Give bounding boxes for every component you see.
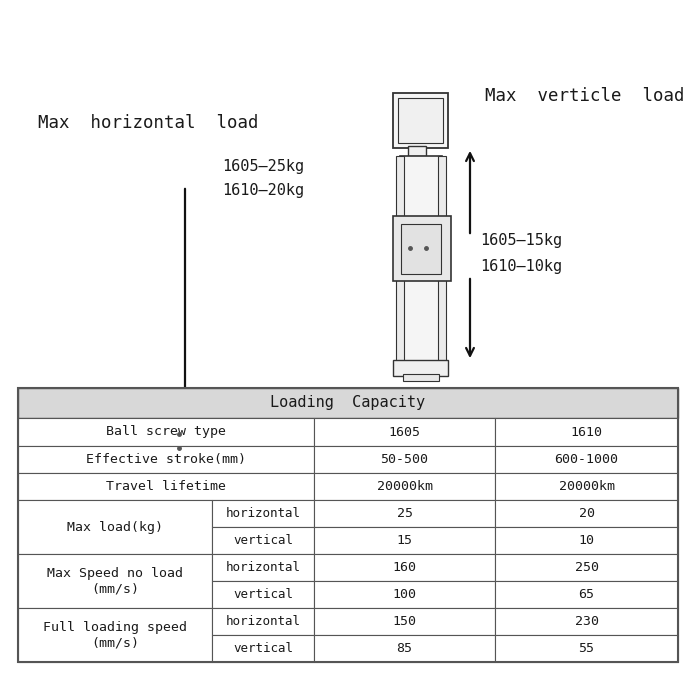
Bar — [94, 421, 304, 461]
Text: 1605—25kg: 1605—25kg — [222, 159, 304, 173]
Bar — [495, 473, 678, 500]
Bar — [74, 434, 88, 452]
Text: 100: 100 — [393, 588, 416, 601]
Bar — [495, 527, 678, 554]
Text: 25: 25 — [397, 507, 413, 520]
Text: 1605—15kg: 1605—15kg — [480, 233, 562, 248]
Text: 1605: 1605 — [388, 425, 420, 438]
Text: 20: 20 — [578, 507, 594, 520]
Text: horizontal: horizontal — [226, 561, 301, 574]
Bar — [400, 156, 442, 361]
Bar — [314, 500, 495, 527]
Bar — [212, 581, 314, 608]
Text: horizontal: horizontal — [226, 615, 301, 628]
Text: Full loading speed
(mm/s): Full loading speed (mm/s) — [43, 621, 187, 649]
Text: 15: 15 — [397, 534, 413, 547]
Bar — [155, 422, 203, 460]
Bar — [18, 554, 212, 608]
Bar — [18, 500, 212, 554]
Bar — [495, 554, 678, 581]
Bar — [314, 608, 495, 635]
Bar — [401, 224, 441, 274]
Text: vertical: vertical — [233, 534, 293, 547]
Text: Ball screw type: Ball screw type — [106, 425, 226, 438]
Text: Loading  Capacity: Loading Capacity — [271, 395, 425, 411]
Text: 65: 65 — [578, 588, 594, 601]
Text: Travel lifetime: Travel lifetime — [106, 480, 226, 493]
Text: Max Speed no load
(mm/s): Max Speed no load (mm/s) — [47, 567, 183, 596]
Text: 250: 250 — [574, 561, 599, 574]
Text: 150: 150 — [393, 615, 416, 628]
Bar — [438, 156, 446, 361]
Text: 85: 85 — [397, 642, 413, 655]
Text: Max  horizontal  load: Max horizontal load — [38, 114, 258, 132]
Bar — [314, 554, 495, 581]
Bar — [495, 581, 678, 608]
Bar — [148, 415, 210, 467]
Bar — [495, 635, 678, 662]
Bar — [393, 93, 448, 148]
Bar — [212, 500, 314, 527]
Bar — [212, 635, 314, 662]
Text: 20000km: 20000km — [558, 480, 615, 493]
Text: 1610: 1610 — [571, 425, 603, 438]
Bar — [393, 360, 448, 376]
Text: vertical: vertical — [233, 642, 293, 655]
Bar — [94, 418, 304, 423]
Text: 1610—10kg: 1610—10kg — [480, 258, 562, 274]
Bar — [314, 581, 495, 608]
Text: 50-500: 50-500 — [381, 453, 429, 466]
Bar — [314, 527, 495, 554]
Bar — [212, 527, 314, 554]
Text: Max  verticle  load: Max verticle load — [485, 87, 685, 105]
Bar — [22, 463, 326, 471]
Text: 1610—20kg: 1610—20kg — [222, 184, 304, 198]
Bar — [22, 416, 74, 468]
Bar — [398, 98, 443, 143]
Bar — [88, 437, 94, 449]
Bar — [396, 156, 404, 361]
Bar — [18, 388, 678, 662]
Text: 600-1000: 600-1000 — [555, 453, 619, 466]
Bar — [393, 216, 451, 281]
Bar — [304, 430, 326, 456]
Bar — [212, 554, 314, 581]
Bar — [314, 635, 495, 662]
Text: 55: 55 — [578, 642, 594, 655]
Bar — [314, 473, 495, 500]
Text: 20000km: 20000km — [377, 480, 432, 493]
Bar — [18, 608, 212, 662]
Bar — [18, 388, 678, 418]
Bar — [408, 146, 426, 156]
Text: horizontal: horizontal — [226, 507, 301, 520]
Bar — [314, 446, 495, 473]
Text: 160: 160 — [393, 561, 416, 574]
Bar — [18, 418, 314, 446]
Bar — [212, 608, 314, 635]
Bar — [314, 418, 495, 446]
Text: Max load(kg): Max load(kg) — [67, 521, 163, 534]
Bar — [495, 608, 678, 635]
Bar — [495, 418, 678, 446]
Text: vertical: vertical — [233, 588, 293, 601]
Text: 230: 230 — [574, 615, 599, 628]
Bar — [18, 446, 314, 473]
Bar — [495, 500, 678, 527]
Text: 10: 10 — [578, 534, 594, 547]
Bar — [495, 446, 678, 473]
Text: Effective stroke(mm): Effective stroke(mm) — [86, 453, 246, 466]
Bar — [27, 421, 69, 463]
Bar — [403, 374, 439, 381]
Bar — [18, 473, 314, 500]
